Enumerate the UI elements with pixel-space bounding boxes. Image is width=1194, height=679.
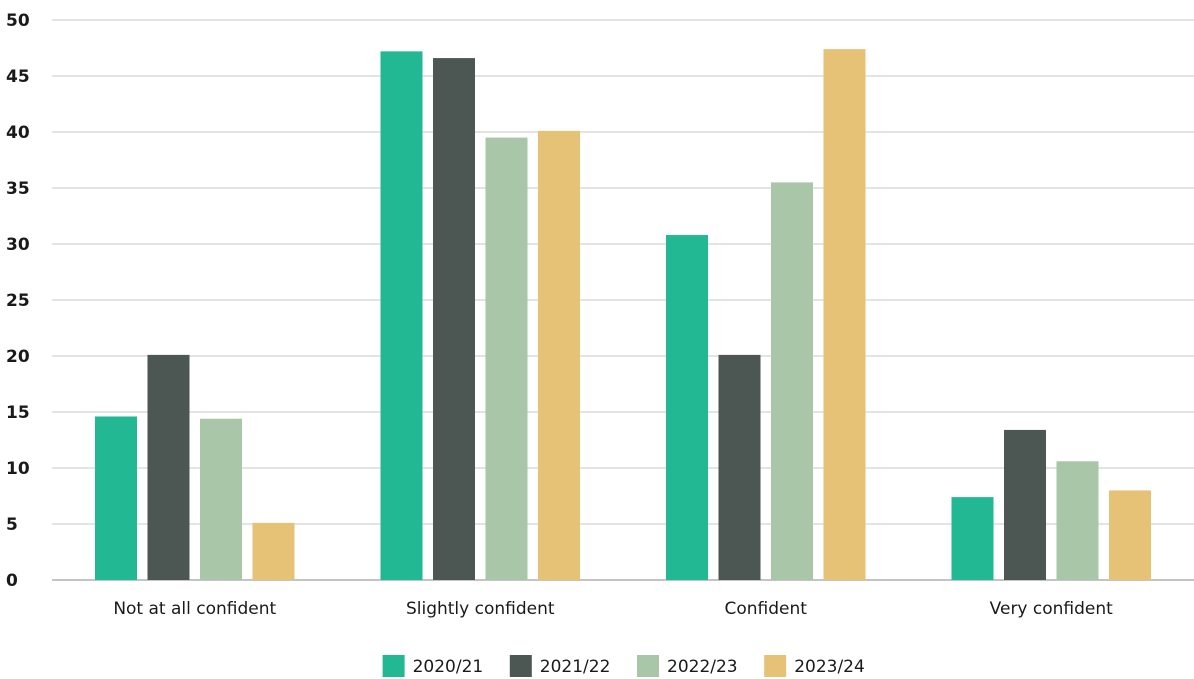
y-tick-label: 35 [6, 179, 30, 199]
bar-2022-23-0 [200, 418, 242, 580]
y-tick-label: 20 [6, 347, 30, 367]
y-tick-label: 45 [6, 67, 30, 87]
legend-swatch-2023-24 [764, 655, 787, 677]
bar-2023-24-3 [1109, 490, 1151, 580]
bar-2020-21-1 [380, 51, 423, 581]
bar-2021-22-2 [718, 354, 761, 580]
y-tick-label: 0 [6, 571, 18, 591]
bar-2021-22-1 [433, 58, 475, 580]
x-category-label: Confident [725, 599, 808, 619]
y-tick-label: 50 [6, 11, 30, 31]
bar-2020-21-2 [666, 235, 708, 581]
legend-label: 2020/21 [413, 657, 484, 677]
bar-2021-22-0 [147, 354, 190, 580]
y-tick-label: 30 [6, 235, 30, 255]
legend: 2020/21 2021/22 2022/23 2023/24 [382, 655, 865, 677]
y-tick-label: 15 [6, 403, 30, 423]
bars [95, 49, 1151, 581]
legend-swatch-2022-23 [637, 655, 659, 677]
y-tick-label: 25 [6, 291, 30, 311]
legend-label: 2022/23 [667, 657, 738, 677]
x-axis-category-labels: Not at all confident Slightly confident Co… [113, 599, 1113, 619]
bar-2020-21-3 [951, 497, 994, 580]
legend-swatch-2021-22 [509, 655, 532, 677]
x-category-label: Slightly confident [406, 599, 555, 619]
bar-2021-22-3 [1004, 429, 1046, 580]
y-axis-tick-labels: 0 5 10 15 20 25 30 35 40 45 50 [6, 11, 30, 591]
bar-2023-24-2 [823, 49, 866, 581]
y-tick-label: 10 [6, 459, 30, 479]
gridlines [52, 19, 1194, 581]
legend-swatch-2020-21 [382, 655, 405, 677]
bar-2023-24-1 [538, 130, 580, 580]
legend-label: 2023/24 [794, 657, 865, 677]
y-tick-label: 5 [6, 515, 18, 535]
bar-2020-21-0 [95, 416, 137, 580]
bar-2023-24-0 [252, 522, 295, 580]
bar-2022-23-1 [485, 137, 528, 580]
x-category-label: Not at all confident [113, 599, 276, 619]
bar-2022-23-3 [1056, 461, 1099, 580]
x-category-label: Very confident [990, 599, 1113, 619]
bar-2022-23-2 [771, 182, 813, 580]
legend-label: 2021/22 [540, 657, 611, 677]
y-tick-label: 40 [6, 123, 30, 143]
